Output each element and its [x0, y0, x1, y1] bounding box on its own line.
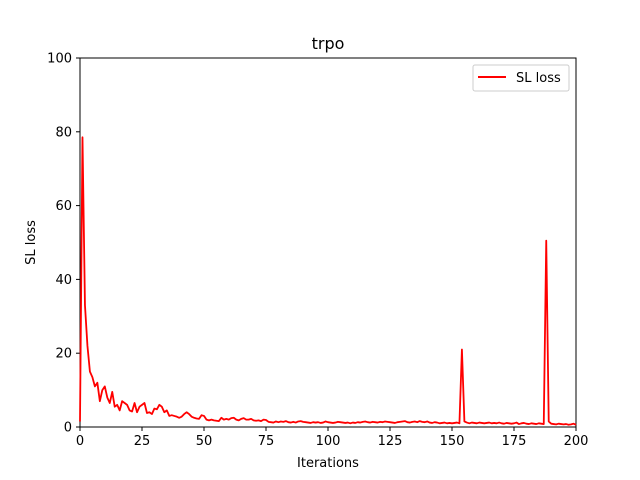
x-tick-label: 200	[564, 434, 589, 449]
y-axis-ticks: 0 20 40 60 80 100	[47, 52, 80, 436]
y-tick-label: 0	[64, 421, 72, 436]
legend: SL loss	[472, 64, 570, 92]
x-tick-label: 50	[196, 434, 213, 449]
x-tick-label: 175	[502, 434, 527, 449]
chart-title: trpo	[312, 34, 345, 53]
x-tick-label: 25	[134, 434, 151, 449]
y-axis-label: SL loss	[24, 220, 39, 265]
legend-box	[472, 64, 570, 92]
y-tick-label: 60	[55, 199, 72, 214]
x-axis-ticks: 0 25 50 75 100 125 150 175 200	[76, 427, 589, 449]
legend-label-sl-loss: SL loss	[516, 71, 561, 86]
y-tick-label: 40	[55, 273, 72, 288]
x-tick-label: 125	[378, 434, 403, 449]
x-axis-label: Iterations	[297, 456, 359, 471]
plot-area: 0 25 50 75 100 125 150 175 200 0 20 40 60 80 100	[47, 52, 588, 450]
y-tick-label: 80	[55, 125, 72, 140]
series-line-sl-loss	[79, 136, 577, 426]
x-tick-label: 75	[258, 434, 275, 449]
x-tick-label: 100	[316, 434, 341, 449]
x-tick-label: 150	[440, 434, 465, 449]
series-layer	[79, 136, 577, 426]
y-tick-label: 20	[55, 347, 72, 362]
y-tick-label: 100	[47, 52, 72, 67]
axes-frame	[79, 57, 577, 428]
x-tick-label: 0	[76, 434, 84, 449]
